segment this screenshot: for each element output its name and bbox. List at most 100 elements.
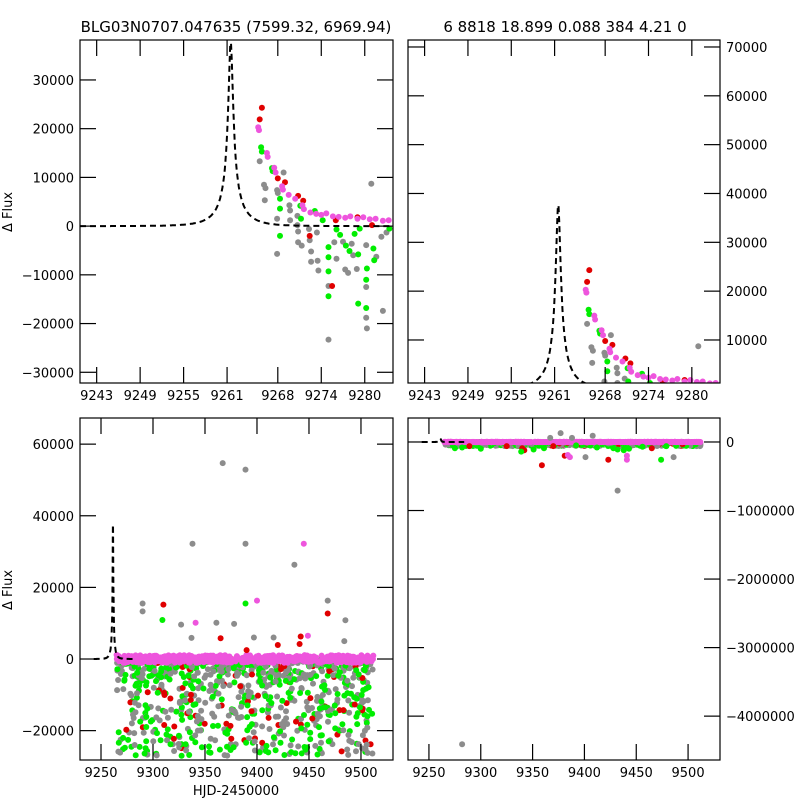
bulk-point	[318, 698, 325, 705]
bulk-point	[267, 659, 274, 666]
bulk-point	[178, 711, 185, 718]
bulk-point	[261, 659, 268, 665]
outlier-point	[626, 445, 632, 452]
bulk-point	[318, 739, 324, 746]
bulk-point	[176, 653, 183, 660]
data-point-magenta	[592, 316, 599, 323]
y-tick-label: −10000	[22, 269, 74, 284]
data-point-green	[698, 420, 704, 426]
event-point	[133, 656, 140, 662]
bulk-point	[236, 714, 243, 721]
model-curve	[529, 204, 588, 383]
outlier-point	[297, 633, 304, 640]
bulk-point	[324, 672, 331, 679]
bulk-point	[272, 747, 279, 754]
bulk-point	[150, 738, 157, 745]
bulk-point	[641, 438, 648, 445]
bulk-point	[216, 673, 223, 680]
bulk-point	[255, 692, 261, 699]
bulk-point	[141, 658, 148, 665]
bulk-point	[192, 739, 199, 746]
data-point-green	[355, 251, 362, 258]
bulk-point	[223, 720, 230, 727]
bulk-point	[224, 743, 230, 750]
data-point-magenta	[271, 164, 278, 171]
bulk-point	[132, 752, 139, 759]
title-right: 6 8818 18.899 0.088 384 4.21 0	[443, 18, 686, 36]
y-tick-label: 40000	[33, 510, 74, 525]
bulk-point	[270, 734, 277, 741]
bulk-point	[325, 738, 332, 745]
bulk-point	[153, 678, 159, 685]
bulk-point	[115, 739, 122, 746]
bulk-point	[349, 683, 355, 690]
plot-area-bottom-right	[421, 430, 704, 748]
bulk-point	[325, 718, 331, 725]
data-point-magenta	[600, 332, 606, 339]
data-point-magenta	[613, 354, 619, 361]
bulk-point	[255, 659, 262, 666]
plot-area-top-left	[80, 42, 393, 343]
data-point-green	[682, 464, 688, 470]
bulk-point	[582, 439, 589, 446]
bulk-point	[532, 438, 539, 445]
data-point-magenta	[628, 368, 635, 375]
data-point-gray	[363, 314, 370, 321]
data-point-gray	[614, 370, 621, 377]
y-tick-label: −4000000	[726, 710, 795, 725]
y-tick-label: 60000	[726, 90, 767, 105]
y-tick-label: −20000	[22, 318, 74, 333]
data-point-green	[277, 205, 283, 212]
bulk-point	[350, 674, 357, 681]
bulk-point	[363, 741, 370, 748]
bulk-point	[227, 655, 234, 662]
x-tick-label: 9300	[136, 766, 169, 781]
data-point-green	[585, 306, 592, 313]
bulk-point	[182, 680, 189, 687]
bulk-point	[312, 742, 319, 749]
bulk-point	[305, 707, 312, 714]
bulk-point	[307, 729, 314, 736]
bulk-point	[309, 715, 316, 722]
data-point-gray	[607, 332, 614, 339]
bulk-point	[158, 681, 165, 688]
bulk-point	[198, 707, 205, 714]
bulk-point	[322, 686, 328, 693]
bulk-point	[262, 663, 269, 670]
x-tick-label: 9500	[344, 766, 377, 781]
outlier-point	[231, 620, 238, 627]
outlier-point	[324, 597, 331, 604]
outlier-point	[254, 597, 260, 604]
data-point-red	[627, 360, 634, 367]
data-point-magenta	[687, 377, 694, 383]
bulk-point	[226, 682, 233, 689]
data-point-magenta	[681, 378, 688, 383]
outlier-point	[192, 619, 199, 626]
bulk-point	[238, 688, 245, 695]
y-tick-label: 50000	[726, 139, 767, 154]
bulk-point	[191, 673, 198, 680]
panels: 9243 9249 9255 9261 9268 9274 9280 −30000 −20000…	[22, 39, 795, 781]
data-point-magenta	[329, 213, 336, 220]
bulk-point	[182, 741, 189, 748]
data-point-green	[277, 195, 283, 202]
bulk-point	[163, 731, 170, 738]
data-point-gray	[622, 385, 628, 391]
bulk-point	[272, 655, 279, 662]
data-point-magenta	[634, 372, 641, 379]
data-point-gray	[350, 252, 357, 259]
bulk-point	[244, 714, 251, 721]
bulk-point	[613, 439, 620, 446]
x-tick-label: 9261	[211, 389, 244, 404]
bulk-point	[259, 723, 266, 730]
data-point-gray	[676, 403, 682, 409]
data-point-gray	[711, 392, 717, 398]
data-point-magenta	[372, 215, 379, 222]
bulk-point	[361, 667, 368, 674]
bulk-point	[175, 732, 182, 739]
bulk-point	[183, 747, 190, 754]
bulk-point	[146, 673, 153, 680]
bulk-point	[194, 727, 201, 734]
y-tick-label: 20000	[33, 581, 74, 596]
data-point-magenta	[385, 217, 392, 224]
